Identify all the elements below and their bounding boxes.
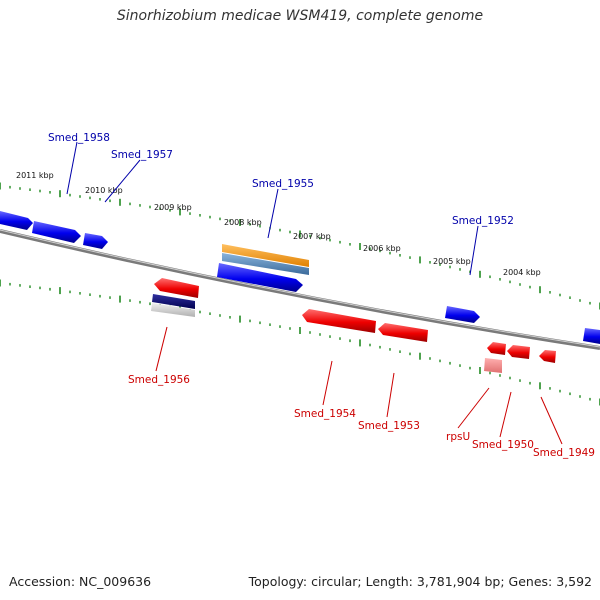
gene-label-smed-1954[interactable]: Smed_1954 xyxy=(294,408,356,420)
accession-text: Accession: NC_009636 xyxy=(9,574,152,589)
leader-line-smed-1950 xyxy=(499,391,512,438)
kbp-label-2005: 2005 kbp xyxy=(433,257,471,266)
reverse-gene-arrow-smed-1954[interactable] xyxy=(302,309,376,333)
gene-label-smed-1955[interactable]: Smed_1955 xyxy=(252,178,314,190)
gene-label-smed-1950[interactable]: Smed_1950 xyxy=(472,439,534,451)
topology-text: Topology: circular; Length: 3,781,904 bp… xyxy=(248,574,592,589)
steelblue-feature[interactable] xyxy=(222,253,309,275)
grey-feature[interactable] xyxy=(151,303,195,317)
leader-line-smed-1955 xyxy=(267,188,279,239)
forward-gene-arrow-smed-1958[interactable] xyxy=(32,221,81,243)
leader-line-smed-1949 xyxy=(540,396,563,445)
leader-line-smed-1956 xyxy=(155,326,168,372)
map-title: Sinorhizobium medicae WSM419, complete g… xyxy=(116,8,484,24)
upper-tick-track xyxy=(0,182,600,310)
forward-gene-arrow-right-edge[interactable] xyxy=(583,328,600,344)
reverse-gene-arrow-smed-1949[interactable] xyxy=(539,350,556,363)
kbp-label-2011: 2011 kbp xyxy=(16,171,54,180)
kbp-label-2004: 2004 kbp xyxy=(503,268,541,277)
forward-gene-arrow-smed-1957[interactable] xyxy=(83,233,108,249)
pink-feature[interactable] xyxy=(484,358,502,373)
gene-label-smed-1953[interactable]: Smed_1953 xyxy=(358,420,420,432)
orange-feature[interactable] xyxy=(222,244,309,267)
leader-line-smed-1958 xyxy=(66,141,78,195)
gene-label-smed-1958[interactable]: Smed_1958 xyxy=(48,132,110,144)
kbp-label-2009: 2009 kbp xyxy=(154,203,192,212)
leader-line-smed-1953 xyxy=(386,372,395,418)
leader-line-smed-1952 xyxy=(469,225,479,276)
forward-gene-arrow-smed-1955[interactable] xyxy=(217,263,303,292)
reverse-gene-arrow-smed-1956[interactable] xyxy=(154,278,199,298)
kbp-label-2006: 2006 kbp xyxy=(363,244,401,253)
genome-backbone xyxy=(0,229,600,350)
gene-label-smed-1949[interactable]: Smed_1949 xyxy=(533,447,595,459)
gene-label-smed-1957[interactable]: Smed_1957 xyxy=(111,149,173,161)
reverse-gene-arrow-smed-1953[interactable] xyxy=(378,323,428,342)
gene-label-smed-1956[interactable]: Smed_1956 xyxy=(128,374,190,386)
forward-gene-arrow-smed-1952[interactable] xyxy=(445,306,480,323)
leader-line-smed-1957 xyxy=(104,159,141,203)
lower-tick-track xyxy=(0,279,600,406)
kbp-label-2010: 2010 kbp xyxy=(85,186,123,195)
genome-backbone-highlight xyxy=(0,229,600,348)
leader-line-smed-1954 xyxy=(322,360,333,406)
navy-feature[interactable] xyxy=(152,294,195,309)
forward-gene-arrow-left-1[interactable] xyxy=(0,211,33,230)
gene-label-rpsU[interactable]: rpsU xyxy=(446,431,470,443)
gene-label-smed-1952[interactable]: Smed_1952 xyxy=(452,215,514,227)
kbp-label-2007: 2007 kbp xyxy=(293,232,331,241)
leader-line-rpsU xyxy=(457,387,490,429)
reverse-gene-arrow-smed-1950[interactable] xyxy=(487,342,506,355)
reverse-gene-arrow-rpsU[interactable] xyxy=(507,345,530,359)
kbp-label-2008: 2008 kbp xyxy=(224,218,262,227)
